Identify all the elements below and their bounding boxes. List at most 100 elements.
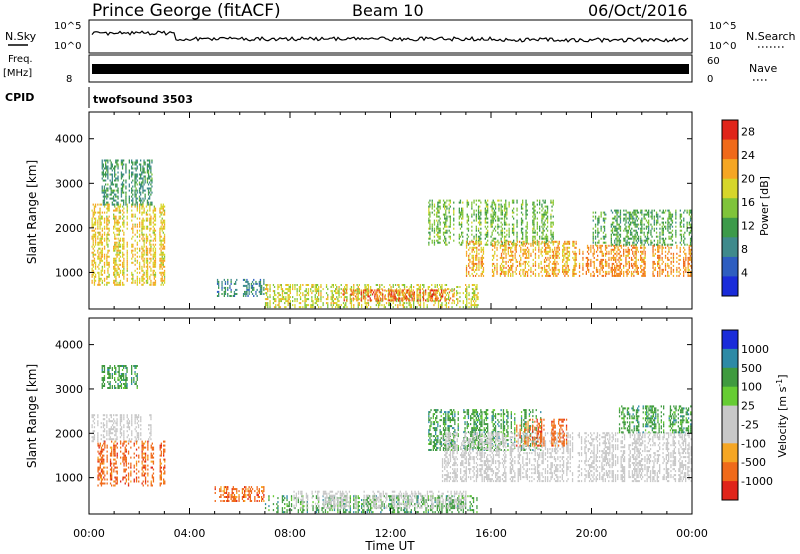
power-cell-0 [101, 269, 103, 272]
power-cell-2 [261, 290, 263, 293]
power-cell-6 [563, 244, 565, 247]
power-cell-4 [437, 297, 439, 300]
power-cell-5 [543, 221, 545, 224]
power-cell-0 [117, 229, 119, 232]
power-cell-8 [633, 217, 635, 220]
power-cell-3 [448, 294, 450, 297]
power-cell-5 [522, 227, 524, 230]
power-cell-2 [224, 282, 227, 285]
power-cell-0 [154, 209, 157, 212]
power-cell-0 [126, 253, 128, 256]
power-cell-1 [150, 183, 152, 186]
power-cell-0 [94, 275, 97, 278]
power-cell-5 [429, 205, 431, 208]
power-cell-0 [97, 225, 99, 228]
power-cell-2 [242, 278, 245, 281]
power-cell-3 [344, 296, 346, 299]
power-cell-8 [629, 211, 632, 214]
power-cell-3 [335, 298, 337, 301]
power-cell-6 [552, 274, 555, 277]
power-cell-3 [470, 304, 472, 307]
power-cell-1 [111, 163, 113, 166]
power-cell-3 [476, 298, 478, 301]
power-cell-3 [269, 290, 271, 293]
power-cell-6 [545, 260, 547, 263]
power-cell-3 [431, 284, 433, 286]
power-cell-8 [597, 231, 599, 234]
power-cell-2 [246, 290, 248, 293]
power-cell-7 [616, 264, 618, 267]
power-cell-6 [554, 268, 556, 271]
power-cell-0 [108, 215, 110, 218]
power-cell-7 [615, 256, 617, 259]
power-cell-6 [494, 268, 496, 271]
power-cell-8 [625, 241, 627, 244]
power-cell-1 [147, 183, 150, 186]
power-cell-2 [236, 288, 238, 291]
power-cell-8 [603, 225, 606, 228]
power-cell-8 [615, 227, 617, 230]
power-cell-3 [345, 284, 347, 286]
power-cell-0 [93, 257, 96, 260]
power-cell-3 [316, 298, 319, 301]
power-cell-5 [473, 219, 475, 222]
power-cell-1 [125, 179, 127, 182]
power-cell-7 [590, 258, 592, 261]
power-cell-0 [101, 227, 103, 230]
power-cell-4 [411, 293, 413, 296]
power-cell-4 [453, 295, 455, 298]
power-cell-3 [357, 304, 359, 307]
power-cell-3 [465, 288, 467, 291]
power-cell-3 [401, 284, 403, 286]
power-cell-7 [662, 246, 664, 249]
power-cell-7 [661, 268, 663, 271]
power-cell-3 [340, 292, 342, 295]
power-cell-0 [146, 267, 149, 270]
power-cell-0 [141, 251, 143, 254]
power-cell-0 [118, 257, 120, 260]
power-cell-0 [126, 209, 128, 212]
power-cell-3 [441, 284, 443, 286]
power-cell-6 [538, 254, 540, 257]
power-cell-7 [627, 260, 629, 263]
power-cell-6 [494, 264, 496, 267]
power-cell-0 [132, 231, 134, 234]
power-cell-5 [503, 227, 506, 230]
power-cell-3 [410, 286, 412, 288]
power-cell-0 [103, 247, 106, 250]
power-cell-0 [107, 209, 109, 212]
power-cell-0 [162, 239, 164, 242]
power-cell-0 [123, 243, 125, 246]
power-cell-5 [453, 239, 455, 242]
power-cell-5 [436, 219, 438, 222]
power-cell-7 [676, 252, 678, 255]
power-cell-7 [623, 250, 625, 253]
power-cell-1 [125, 171, 127, 174]
power-cell-5 [492, 211, 494, 214]
power-cell-0 [116, 253, 118, 256]
power-cell-0 [118, 215, 120, 218]
power-cell-6 [575, 258, 577, 261]
power-cell-4 [371, 289, 374, 292]
power-cell-6 [472, 258, 474, 261]
power-cell-3 [279, 306, 281, 309]
power-cell-6 [555, 272, 557, 275]
power-cell-5 [484, 221, 486, 224]
power-cell-0 [132, 223, 134, 226]
power-cell-4 [440, 297, 443, 300]
power-cell-3 [356, 296, 358, 299]
power-cell-3 [410, 296, 412, 299]
power-cell-0 [114, 249, 116, 252]
power-cell-8 [614, 233, 616, 236]
power-cell-3 [451, 290, 453, 293]
power-cell-0 [122, 245, 124, 248]
power-cell-7 [608, 262, 610, 265]
power-cell-3 [408, 298, 410, 301]
power-cell-0 [98, 253, 100, 256]
power-cell-6 [504, 274, 506, 277]
power-cell-1 [132, 203, 134, 206]
power-cell-7 [615, 252, 617, 255]
power-cell-3 [310, 306, 312, 309]
power-cell-3 [476, 288, 478, 291]
power-cell-1 [117, 163, 119, 166]
